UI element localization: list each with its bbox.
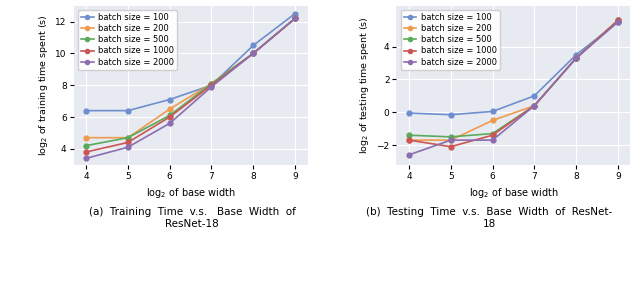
batch size = 2000 [83, 157, 90, 160]
batch size = 1000 [489, 133, 497, 137]
Line: batch size = 200: batch size = 200 [84, 16, 298, 140]
Y-axis label: log$_2$ of testing time spent (s): log$_2$ of testing time spent (s) [358, 16, 371, 154]
Line: batch size = 100: batch size = 100 [84, 11, 298, 113]
batch size = 1000 [447, 145, 454, 148]
batch size = 2000 [531, 104, 538, 107]
batch size = 2000 [207, 85, 215, 89]
batch size = 500 [291, 17, 299, 20]
batch size = 500 [489, 132, 497, 135]
batch size = 200 [531, 104, 538, 107]
Line: batch size = 200: batch size = 200 [406, 18, 620, 143]
batch size = 500 [124, 136, 132, 139]
batch size = 100 [572, 53, 580, 57]
batch size = 500 [447, 135, 454, 139]
batch size = 1000 [250, 52, 257, 55]
batch size = 200 [447, 138, 454, 142]
batch size = 2000 [291, 17, 299, 20]
batch size = 500 [250, 52, 257, 55]
batch size = 100 [531, 94, 538, 98]
batch size = 2000 [614, 20, 621, 24]
batch size = 100 [207, 83, 215, 87]
Line: batch size = 100: batch size = 100 [406, 20, 620, 117]
batch size = 500 [531, 104, 538, 107]
batch size = 200 [166, 107, 173, 111]
batch size = 200 [572, 57, 580, 60]
batch size = 200 [124, 136, 132, 139]
batch size = 100 [291, 12, 299, 15]
batch size = 2000 [166, 122, 173, 125]
batch size = 100 [166, 98, 173, 101]
Text: (a)  Training  Time  v.s.   Base  Width  of
ResNet-18: (a) Training Time v.s. Base Width of Res… [88, 207, 296, 229]
batch size = 100 [489, 110, 497, 113]
batch size = 100 [124, 109, 132, 112]
batch size = 1000 [572, 57, 580, 60]
batch size = 1000 [405, 138, 413, 142]
X-axis label: log$_2$ of base width: log$_2$ of base width [468, 186, 558, 200]
Line: batch size = 1000: batch size = 1000 [406, 18, 620, 149]
batch size = 1000 [614, 19, 621, 22]
Line: batch size = 500: batch size = 500 [84, 16, 298, 148]
Legend: batch size = 100, batch size = 200, batch size = 500, batch size = 1000, batch s: batch size = 100, batch size = 200, batc… [401, 10, 500, 70]
batch size = 200 [83, 136, 90, 139]
batch size = 2000 [572, 57, 580, 60]
batch size = 500 [572, 57, 580, 60]
batch size = 2000 [447, 138, 454, 142]
Line: batch size = 2000: batch size = 2000 [406, 20, 620, 157]
batch size = 100 [250, 44, 257, 47]
batch size = 1000 [83, 150, 90, 154]
batch size = 100 [447, 113, 454, 116]
Line: batch size = 500: batch size = 500 [406, 18, 620, 139]
batch size = 500 [166, 114, 173, 117]
batch size = 1000 [291, 17, 299, 20]
batch size = 1000 [531, 104, 538, 107]
batch size = 2000 [250, 52, 257, 55]
batch size = 500 [405, 133, 413, 137]
batch size = 500 [614, 19, 621, 22]
batch size = 1000 [166, 115, 173, 119]
batch size = 100 [614, 20, 621, 24]
batch size = 2000 [489, 138, 497, 142]
Line: batch size = 1000: batch size = 1000 [84, 16, 298, 154]
batch size = 1000 [207, 83, 215, 87]
X-axis label: log$_2$ of base width: log$_2$ of base width [146, 186, 236, 200]
batch size = 2000 [405, 153, 413, 156]
Text: (b)  Testing  Time  v.s.  Base  Width  of  ResNet-
18: (b) Testing Time v.s. Base Width of ResN… [367, 207, 612, 229]
batch size = 500 [207, 82, 215, 85]
batch size = 200 [405, 138, 413, 142]
batch size = 200 [489, 119, 497, 122]
batch size = 200 [207, 82, 215, 85]
Y-axis label: log$_2$ of training time spent (s): log$_2$ of training time spent (s) [36, 14, 50, 156]
batch size = 200 [614, 19, 621, 22]
batch size = 100 [83, 109, 90, 112]
batch size = 200 [291, 17, 299, 20]
batch size = 500 [83, 144, 90, 147]
batch size = 1000 [124, 141, 132, 144]
batch size = 100 [405, 111, 413, 115]
batch size = 200 [250, 52, 257, 55]
Legend: batch size = 100, batch size = 200, batch size = 500, batch size = 1000, batch s: batch size = 100, batch size = 200, batc… [78, 10, 177, 70]
batch size = 2000 [124, 145, 132, 149]
Line: batch size = 2000: batch size = 2000 [84, 16, 298, 161]
